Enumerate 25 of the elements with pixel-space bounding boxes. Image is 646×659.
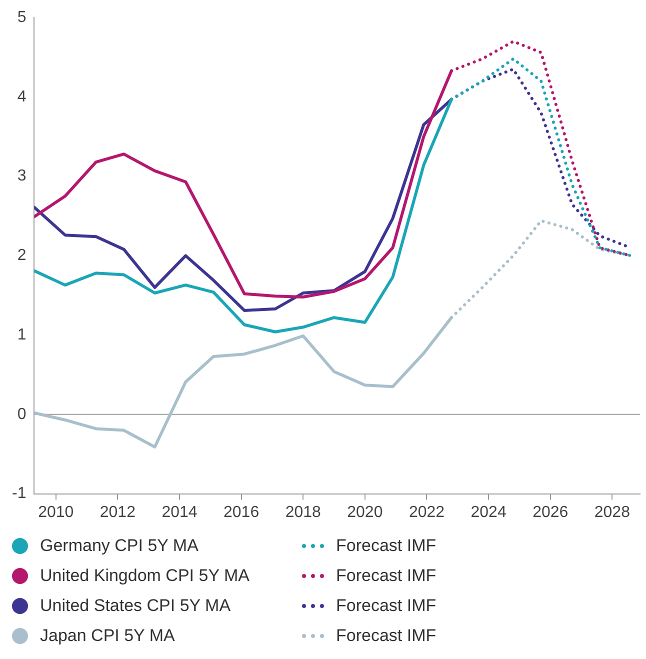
x-tick-label: 2024 (470, 504, 506, 521)
legend-label: Germany CPI 5Y MA (40, 536, 198, 556)
x-tick-label: 2018 (285, 504, 322, 521)
x-tick-label: 2020 (347, 504, 383, 521)
legend-label: Forecast IMF (336, 536, 436, 556)
legend-label: Forecast IMF (336, 626, 436, 646)
y-tick-label: 2 (17, 247, 26, 264)
y-tick-label: 4 (17, 88, 26, 106)
legend-label: Forecast IMF (336, 596, 436, 616)
y-tick-label: 3 (17, 168, 26, 185)
x-tick-label: 2014 (162, 504, 198, 521)
x-tick-label: 2026 (532, 504, 568, 521)
legend-label: United States CPI 5Y MA (40, 596, 231, 616)
x-tick-label: 2016 (224, 504, 260, 521)
y-tick-label: 5 (17, 9, 26, 26)
y-tick-label: 0 (17, 406, 26, 423)
legend-label: Japan CPI 5Y MA (40, 626, 175, 646)
x-tick-label: 2012 (100, 504, 136, 521)
legend-label: United Kingdom CPI 5Y MA (40, 566, 250, 586)
x-tick-label: 2010 (38, 504, 74, 521)
y-tick-label: -1 (12, 485, 26, 502)
x-tick-label: 2028 (594, 504, 630, 521)
y-tick-label: 1 (17, 326, 26, 344)
x-tick-label: 2022 (408, 504, 445, 521)
legend-label: Forecast IMF (336, 566, 436, 586)
